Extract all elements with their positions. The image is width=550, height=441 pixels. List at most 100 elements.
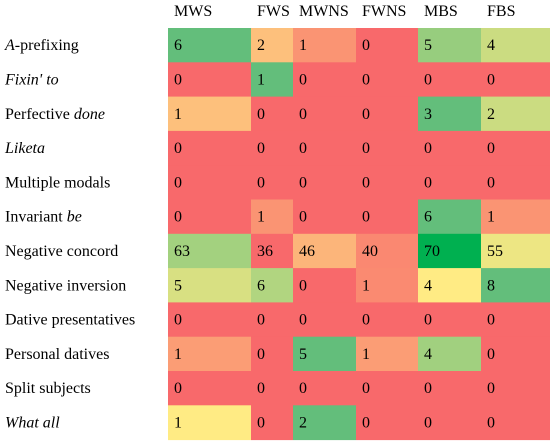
cell-value: 0	[257, 380, 265, 397]
cell-value: 6	[174, 37, 182, 54]
cell-value: 0	[257, 346, 265, 363]
cell-value: 0	[424, 140, 432, 157]
cell-value: 0	[362, 414, 370, 431]
cell-value: 4	[424, 277, 432, 294]
cell-value: 0	[174, 71, 182, 88]
heatmap-cell	[481, 233, 550, 269]
cell-value: 0	[487, 71, 495, 88]
heatmap-cell	[168, 371, 251, 406]
column-header-mbs: MBS	[424, 3, 458, 20]
cell-value: 0	[257, 312, 265, 329]
heatmap-cell	[481, 62, 550, 98]
cell-value: 1	[362, 277, 370, 294]
cell-value: 0	[174, 380, 182, 397]
heatmap-cell	[356, 233, 418, 269]
cell-value: 1	[299, 37, 307, 54]
cell-value: 70	[424, 243, 440, 260]
heatmap-cell	[356, 302, 418, 338]
cell-value: 4	[424, 346, 432, 363]
heatmap-cell	[481, 199, 550, 235]
heatmap-cell	[251, 336, 293, 372]
cell-value: 1	[174, 106, 182, 123]
heatmap-cell	[418, 28, 481, 63]
row-label-dative-presentatives: Dative presentatives	[5, 312, 135, 329]
heatmap-cell	[168, 405, 251, 441]
cell-value: 2	[299, 414, 307, 431]
heatmap-cell	[251, 233, 293, 269]
heatmap-cell	[418, 371, 481, 406]
heatmap-cell	[168, 165, 251, 200]
cell-value: 63	[174, 243, 190, 260]
heatmap-cell	[481, 371, 550, 406]
cell-value: 5	[424, 37, 432, 54]
heatmap-cell	[293, 268, 356, 303]
cell-value: 5	[299, 346, 307, 363]
cell-value: 0	[299, 71, 307, 88]
cell-value: 46	[299, 243, 315, 260]
heatmap-cell	[356, 96, 418, 132]
cell-value: 0	[487, 346, 495, 363]
cell-value: 0	[174, 174, 182, 191]
cell-value: 1	[487, 209, 495, 226]
heatmap-cell	[251, 302, 293, 338]
heatmap-cell	[481, 130, 550, 166]
heatmap-cell	[418, 336, 481, 372]
cell-value: 0	[299, 312, 307, 329]
cell-value: 1	[362, 346, 370, 363]
cell-value: 0	[257, 106, 265, 123]
cell-value: 1	[174, 346, 182, 363]
cell-value: 36	[257, 243, 273, 260]
row-label-negative-concord: Negative concord	[5, 243, 118, 260]
column-header-mwns: MWNS	[299, 3, 349, 20]
cell-value: 55	[487, 243, 503, 260]
column-header-fwns: FWNS	[362, 3, 406, 20]
heatmap-cell	[251, 268, 293, 303]
heatmap-cell	[251, 371, 293, 406]
cell-value: 0	[424, 312, 432, 329]
row-label-liketa: Liketa	[4, 140, 45, 157]
heatmap-cell	[481, 336, 550, 372]
heatmap-cell	[418, 233, 481, 269]
heatmap-cell	[356, 268, 418, 303]
heatmap-cell	[168, 199, 251, 235]
heatmap-cell	[168, 130, 251, 166]
heatmap-cell	[168, 233, 251, 269]
cell-value: 0	[174, 140, 182, 157]
heatmap-cell	[481, 405, 550, 441]
cell-value: 5	[174, 277, 182, 294]
column-header-fws: FWS	[257, 3, 290, 20]
heatmap-cell	[356, 336, 418, 372]
heatmap-cell	[251, 62, 293, 98]
heatmap-cell	[481, 96, 550, 132]
heatmap-cell	[418, 130, 481, 166]
heatmap-cell	[418, 405, 481, 441]
cell-value: 0	[487, 312, 495, 329]
cell-value: 1	[257, 209, 265, 226]
heatmap-cell	[418, 302, 481, 338]
cell-value: 0	[424, 414, 432, 431]
heatmap-cell	[168, 302, 251, 338]
heatmap-cell	[481, 28, 550, 63]
cell-value: 1	[174, 414, 182, 431]
cell-value: 2	[257, 37, 265, 54]
heatmap-cell	[418, 165, 481, 200]
cell-value: 4	[487, 37, 495, 54]
row-label-multiple-modals: Multiple modals	[5, 174, 110, 191]
cell-value: 0	[362, 209, 370, 226]
heatmap-cell	[293, 28, 356, 63]
row-label-split-subjects: Split subjects	[5, 380, 91, 397]
cell-value: 2	[487, 106, 495, 123]
cell-value: 0	[487, 380, 495, 397]
heatmap-cell	[293, 405, 356, 441]
heatmap-cell	[168, 336, 251, 372]
cell-value: 0	[487, 140, 495, 157]
heatmap-cell	[293, 371, 356, 406]
heatmap-cell	[293, 96, 356, 132]
cell-value: 0	[299, 174, 307, 191]
heatmap-cell	[356, 62, 418, 98]
heatmap-cell	[251, 96, 293, 132]
heatmap-cell	[251, 130, 293, 166]
cell-value: 0	[299, 380, 307, 397]
row-label-a-prefixing: A-prefixing	[4, 37, 79, 54]
cell-value: 0	[362, 106, 370, 123]
